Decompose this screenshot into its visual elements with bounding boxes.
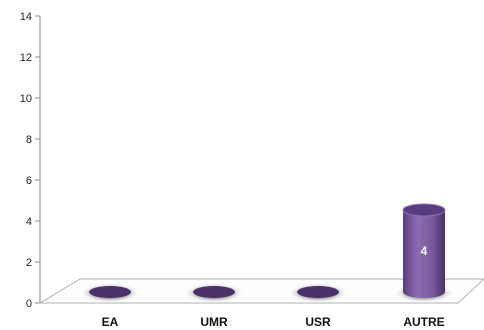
bar-ea (89, 286, 131, 298)
y-tick-label: 12 (20, 52, 32, 64)
y-tick-label: 10 (20, 93, 32, 105)
y-tick-label: 14 (20, 11, 32, 23)
bar-top (402, 203, 446, 217)
chart-floor (38, 278, 484, 304)
x-category-label: USR (305, 315, 331, 329)
y-tick-label: 6 (26, 175, 32, 187)
bar-autre (403, 210, 445, 298)
bar-umr (193, 286, 235, 298)
x-category-label: EA (102, 315, 119, 329)
y-axis: 0 2 4 6 8 10 12 14 (20, 11, 41, 310)
bar-usr (297, 286, 339, 298)
x-category-label: UMR (200, 315, 228, 329)
bars: 4 (80, 203, 454, 303)
chart-floor-plane (38, 278, 484, 304)
y-tick-label: 8 (26, 134, 32, 146)
y-tick-label: 2 (26, 257, 32, 269)
data-label: 4 (421, 244, 428, 258)
y-tick-label: 4 (26, 216, 32, 228)
category-labels: EA UMR USR AUTRE (102, 315, 445, 329)
x-category-label: AUTRE (403, 315, 444, 329)
y-tick-label: 0 (26, 298, 32, 310)
